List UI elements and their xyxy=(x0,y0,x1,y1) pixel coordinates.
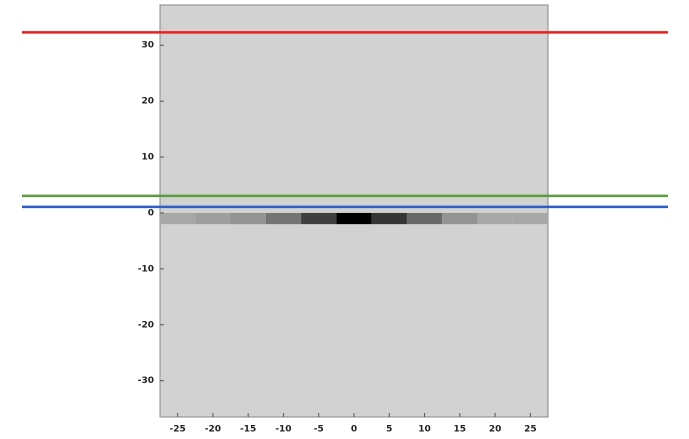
heat-cell xyxy=(406,212,443,225)
heat-cell xyxy=(265,212,302,225)
y-tick-label: 10 xyxy=(141,153,154,163)
x-tick-label: -10 xyxy=(275,425,291,435)
x-tick-label: -25 xyxy=(170,425,186,435)
heat-cell xyxy=(160,212,196,225)
plot-area xyxy=(159,4,549,418)
x-tick-label: -20 xyxy=(205,425,221,435)
x-tick-label: 20 xyxy=(489,425,502,435)
y-tick-label: -30 xyxy=(138,376,154,386)
x-tick-label: 0 xyxy=(351,425,357,435)
x-tick-label: 10 xyxy=(418,425,431,435)
heat-cell xyxy=(195,212,231,225)
x-tick-label: 15 xyxy=(454,425,467,435)
heat-cell xyxy=(442,212,478,225)
heat-cell xyxy=(371,212,407,225)
x-tick-label: 25 xyxy=(524,425,537,435)
x-tick-label: -5 xyxy=(314,425,324,435)
heat-cell xyxy=(230,212,266,225)
y-tick-label: -10 xyxy=(138,264,154,274)
x-tick-label: -15 xyxy=(240,425,256,435)
y-tick-label: 0 xyxy=(148,208,154,218)
x-tick-label: 5 xyxy=(386,425,392,435)
y-tick-label: -20 xyxy=(138,320,154,330)
heat-cell xyxy=(301,212,337,225)
y-tick-label: 30 xyxy=(141,41,154,51)
y-tick-label: 20 xyxy=(141,97,154,107)
heat-cell xyxy=(512,212,548,225)
heat-cell xyxy=(336,212,372,225)
heat-cell xyxy=(477,212,513,225)
